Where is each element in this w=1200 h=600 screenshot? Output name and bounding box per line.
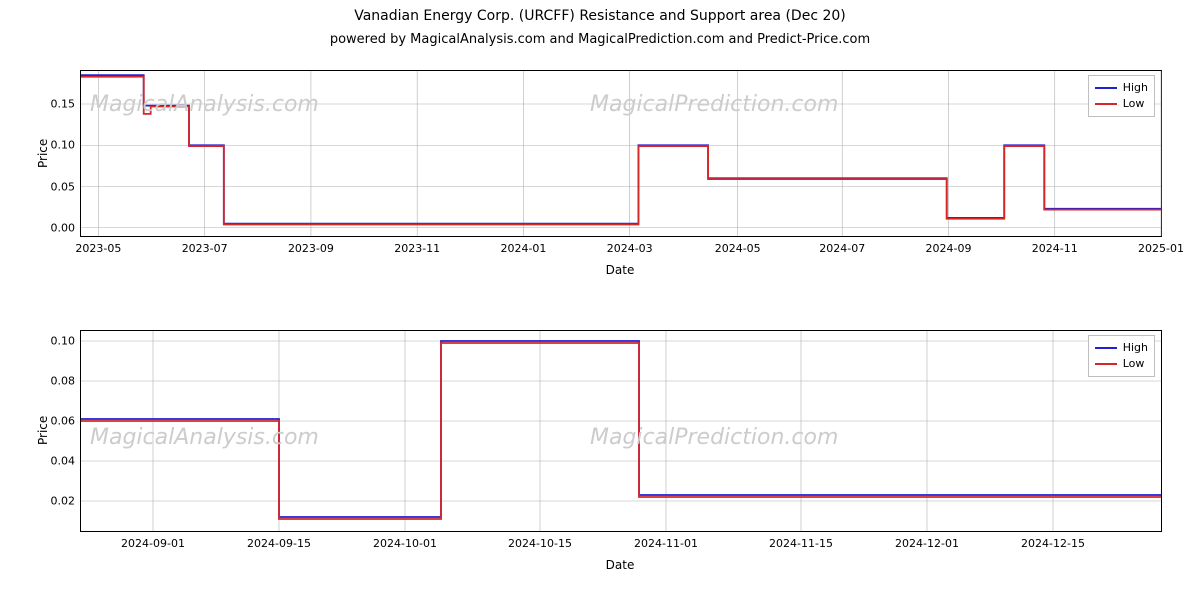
xtick-label: 2024-11-01 [634,531,698,550]
chart-subtitle: powered by MagicalAnalysis.com and Magic… [0,32,1200,47]
series-high [81,75,1161,224]
legend-row-low: Low [1095,96,1148,112]
series-low [81,343,1161,519]
bottom-chart-xlabel: Date [80,558,1160,572]
xtick-label: 2024-09-01 [121,531,185,550]
legend-label-high: High [1123,80,1148,96]
xtick-label: 2024-07 [819,236,865,255]
ytick-label: 0.06 [51,415,82,428]
legend-swatch-high [1095,347,1117,349]
ytick-label: 0.02 [51,495,82,508]
legend-top: High Low [1088,75,1155,117]
xtick-label: 2024-11-15 [769,531,833,550]
legend-row-high: High [1095,340,1148,356]
ytick-label: 0.15 [51,98,82,111]
legend-label-high: High [1123,340,1148,356]
bottom-chart-svg [81,331,1161,531]
top-chart-xlabel: Date [80,263,1160,277]
bottom-chart-ylabel: Price [36,416,50,445]
xtick-label: 2023-05 [75,236,121,255]
series-low [81,77,1161,225]
ytick-label: 0.08 [51,375,82,388]
series-high [81,341,1161,517]
xtick-label: 2023-09 [288,236,334,255]
xtick-label: 2024-11 [1032,236,1078,255]
legend-label-low: Low [1123,356,1145,372]
xtick-label: 2024-03 [607,236,653,255]
top-chart-svg [81,71,1161,236]
legend-swatch-low [1095,103,1117,105]
legend-row-low: Low [1095,356,1148,372]
legend-row-high: High [1095,80,1148,96]
xtick-label: 2023-11 [394,236,440,255]
chart-title: Vanadian Energy Corp. (URCFF) Resistance… [0,8,1200,24]
legend-label-low: Low [1123,96,1145,112]
xtick-label: 2024-10-15 [508,531,572,550]
xtick-label: 2025-01 [1138,236,1184,255]
top-chart-plot: High Low 0.000.050.100.152023-052023-072… [80,70,1162,237]
xtick-label: 2024-10-01 [373,531,437,550]
bottom-chart-plot: High Low 0.020.040.060.080.102024-09-012… [80,330,1162,532]
legend-bottom: High Low [1088,335,1155,377]
ytick-label: 0.10 [51,139,82,152]
xtick-label: 2024-12-01 [895,531,959,550]
top-chart-ylabel: Price [36,138,50,167]
legend-swatch-low [1095,363,1117,365]
ytick-label: 0.05 [51,180,82,193]
figure: Vanadian Energy Corp. (URCFF) Resistance… [0,0,1200,600]
xtick-label: 2024-09-15 [247,531,311,550]
xtick-label: 2024-12-15 [1021,531,1085,550]
ytick-label: 0.00 [51,221,82,234]
xtick-label: 2024-09 [925,236,971,255]
legend-swatch-high [1095,87,1117,89]
xtick-label: 2023-07 [182,236,228,255]
ytick-label: 0.10 [51,335,82,348]
xtick-label: 2024-05 [715,236,761,255]
ytick-label: 0.04 [51,455,82,468]
xtick-label: 2024-01 [500,236,546,255]
